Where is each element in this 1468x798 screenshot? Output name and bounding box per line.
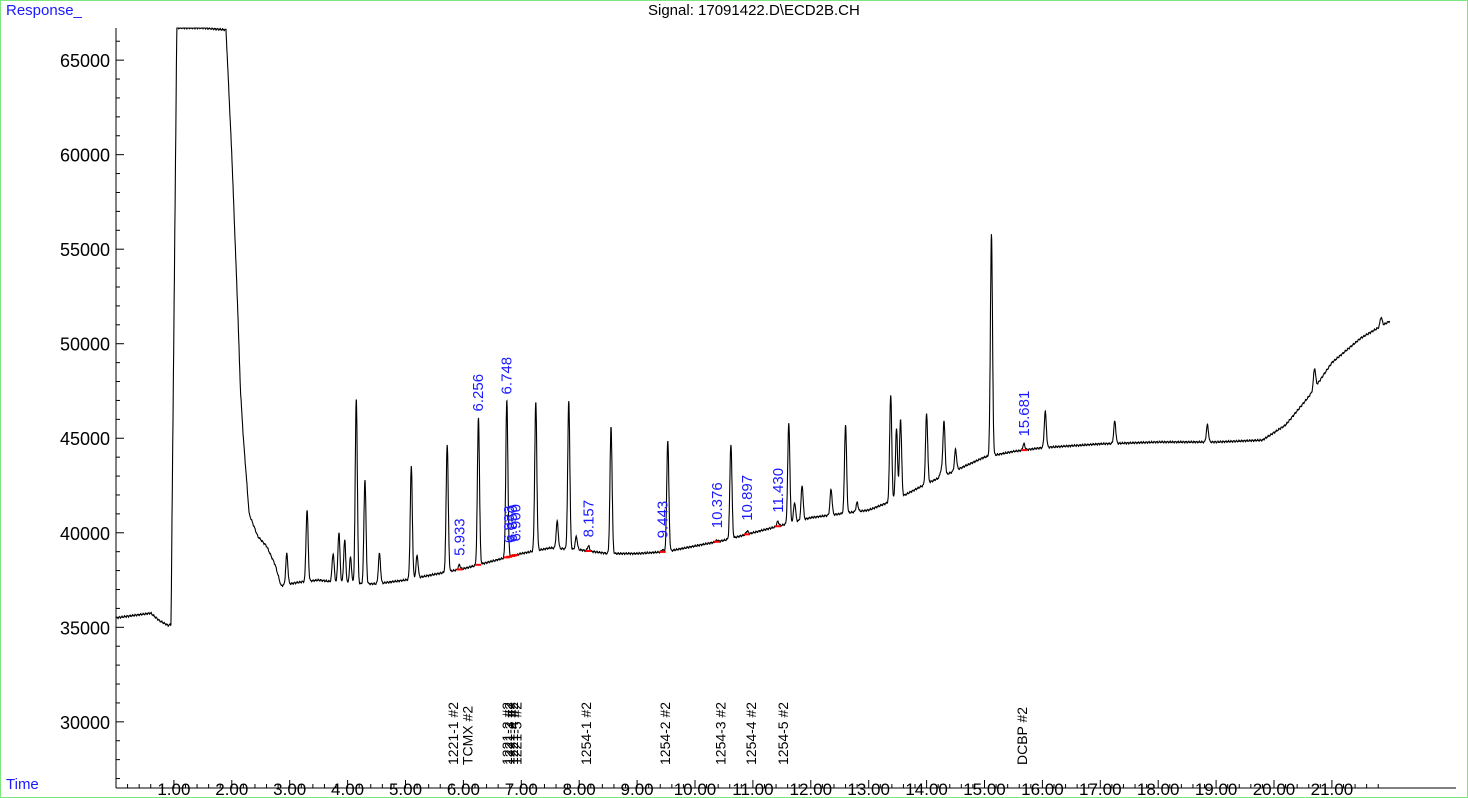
x-tick-label: 16.00 (1021, 780, 1064, 798)
chromatogram-trace (115, 27, 1391, 628)
peak-rt-label: 9.443 (655, 501, 672, 539)
y-tick-label: 40000 (60, 524, 110, 544)
peak-rt-label: 15.681 (1016, 391, 1033, 437)
compound-label: 1221-4 #2 (505, 702, 521, 765)
x-tick-label: 1.00 (157, 780, 190, 798)
x-tick-label: 17.00 (1079, 780, 1122, 798)
compound-label: DCBP #2 (1014, 707, 1030, 765)
compound-label: 1221-3 #2 (502, 702, 518, 765)
compound-label: 1254-3 #2 (712, 702, 728, 765)
y-tick-label: 30000 (60, 713, 110, 733)
x-tick-label: 18.00 (1137, 780, 1180, 798)
x-tick-label: 7.00 (505, 780, 538, 798)
y-tick-label: 45000 (60, 429, 110, 449)
peak-rt-label: 6.833 (501, 506, 518, 544)
y-tick-label: 35000 (60, 618, 110, 638)
chart-title: Signal: 17091422.D\ECD2B.CH (648, 2, 860, 19)
peak-rt-label: 6.850 (504, 505, 521, 543)
y-tick-label: 65000 (60, 51, 110, 71)
x-tick-label: 10.00 (674, 780, 717, 798)
compound-label: 1254-1 #2 (578, 702, 594, 765)
peak-rt-label: 5.933 (452, 518, 469, 556)
compound-label: TCMX #2 (459, 706, 475, 765)
peak-rt-label: 6.900 (508, 504, 525, 542)
x-tick-label: 4.00 (331, 780, 364, 798)
x-tick-label: 19.00 (1195, 780, 1238, 798)
trace-layer (115, 27, 1391, 628)
y-tick-label: 55000 (60, 240, 110, 260)
peak-rt-label: 6.748 (499, 357, 516, 395)
x-tick-label: 20.00 (1253, 780, 1296, 798)
compound-label: 1221-1 #2 (445, 702, 461, 765)
x-tick-label: 3.00 (273, 780, 306, 798)
peak-rt-label: 10.376 (709, 482, 726, 528)
peak-rt-label: 8.157 (580, 500, 597, 538)
x-axis-title: Time (6, 776, 39, 793)
compound-label: 1254-4 #2 (743, 702, 759, 765)
y-tick-label: 50000 (60, 335, 110, 355)
y-axis-title: Response_ (6, 2, 82, 19)
axes: 30000 35000 40000 45000 50000 55000 60000 65000… (60, 28, 1456, 798)
x-tick-label: 6.00 (447, 780, 480, 798)
x-tick-label: 13.00 (847, 780, 890, 798)
x-tick-label: 2.00 (215, 780, 248, 798)
y-tick-label: 60000 (60, 146, 110, 166)
x-tick-label: 14.00 (905, 780, 948, 798)
x-tick-label: 9.00 (621, 780, 654, 798)
x-tick-label: 11.00 (732, 780, 773, 798)
peak-rt-label: 11.430 (770, 468, 787, 513)
x-tick-label: 15.00 (963, 780, 1006, 798)
compound-label: 1254-5 #2 (775, 702, 791, 765)
compound-label: 1254-2 #2 (657, 702, 673, 765)
compound-label: 1221-5 #2 (509, 702, 525, 765)
x-tick-label: 5.00 (389, 780, 422, 798)
x-tick-label: 21.00 (1311, 780, 1354, 798)
peak-rt-label: 10.897 (739, 475, 756, 521)
x-tick-label: 8.00 (563, 780, 596, 798)
x-tick-label: 12.00 (790, 780, 833, 798)
peak-rt-label: 6.256 (470, 374, 487, 412)
compound-label: 1221-2 #2 (499, 702, 515, 765)
